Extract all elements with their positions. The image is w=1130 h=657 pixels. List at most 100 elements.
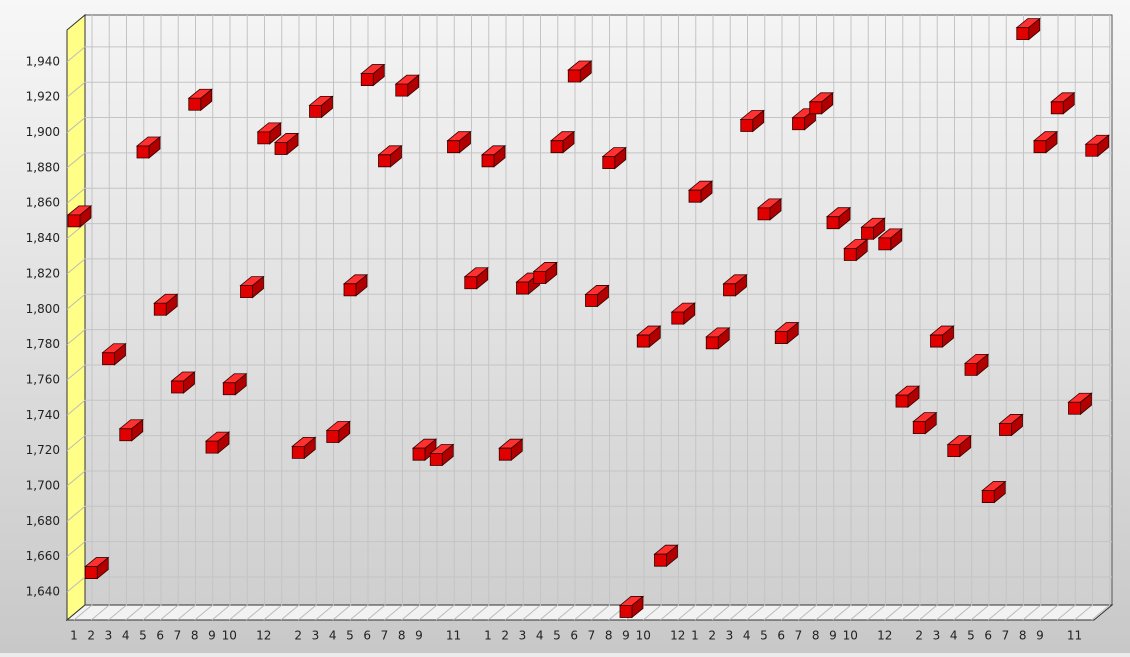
point-front [861, 226, 874, 240]
floor-line [246, 604, 265, 621]
x-tick-label: 8 [605, 629, 613, 643]
point-front [1016, 27, 1030, 41]
x-tick-label: 3 [105, 629, 113, 643]
point [963, 353, 990, 377]
floor-line [539, 604, 559, 621]
floor-line [884, 604, 904, 621]
y-tick-label: 1,780 [26, 337, 60, 351]
x-tick-label: 5 [967, 629, 975, 643]
floor-line [953, 604, 973, 621]
point-front [826, 216, 840, 230]
floor-line [987, 604, 1007, 621]
x-tick-label: 4 [743, 629, 751, 643]
point [256, 122, 282, 145]
y-tick-label: 1,640 [26, 584, 60, 598]
x-tick-label: 6 [570, 629, 578, 643]
point [1050, 91, 1076, 115]
x-tick-label: 12 [256, 629, 271, 643]
point-front [119, 428, 133, 442]
point [84, 556, 110, 580]
x-tick-label: 5 [760, 629, 768, 643]
grid-line [66, 576, 86, 593]
floor-line [660, 604, 679, 621]
point [273, 132, 300, 156]
back-wall [84, 14, 1113, 606]
x-tick-label: 3 [933, 629, 941, 643]
x-tick-label: 11 [1067, 629, 1082, 643]
y-tick-label: 1,720 [26, 443, 60, 457]
point-front [740, 119, 754, 132]
y-tick-label: 1,940 [26, 54, 60, 68]
point [153, 293, 179, 317]
point [325, 420, 351, 444]
floor-line [746, 604, 766, 621]
point [946, 434, 972, 458]
floor-line [763, 604, 783, 621]
point-front [222, 382, 236, 396]
point [170, 371, 196, 394]
floor-line [263, 604, 283, 621]
x-tick-label: 7 [1002, 629, 1010, 643]
point-front [567, 69, 581, 83]
point-front [705, 336, 719, 350]
point [429, 443, 455, 467]
floor-line [315, 604, 334, 621]
point-front [464, 276, 478, 290]
point [532, 261, 558, 285]
point-front [1085, 143, 1099, 157]
point-front [171, 380, 184, 394]
grid-line [66, 152, 86, 169]
floor-line [729, 604, 748, 621]
x-tick-label: 1 [484, 629, 492, 643]
point [498, 438, 524, 462]
point [360, 63, 386, 87]
point [446, 130, 472, 154]
point-front [67, 214, 81, 228]
y-tick-label: 1,740 [26, 408, 60, 422]
grid-line [66, 117, 86, 133]
x-tick-label: 3 [312, 629, 320, 643]
x-tick-label: 8 [1019, 629, 1027, 643]
point-front [688, 189, 702, 203]
y-tick-label: 1,840 [26, 231, 60, 245]
point [118, 418, 144, 442]
floor-line [90, 604, 110, 621]
point [291, 436, 317, 460]
floor-line [711, 604, 731, 621]
x-tick-label: 7 [795, 629, 803, 643]
point-front [274, 142, 288, 155]
point [308, 95, 334, 119]
x-tick-label: 4 [329, 629, 337, 643]
point [981, 480, 1007, 504]
x-tick-label: 7 [174, 629, 182, 643]
point [998, 413, 1024, 437]
x-tick-label: 8 [191, 629, 199, 643]
point-front [153, 302, 167, 316]
point-front [102, 352, 115, 366]
point [808, 91, 834, 115]
left-wall [66, 13, 86, 622]
y-tick-label: 1,660 [26, 549, 60, 563]
point [912, 411, 938, 435]
floor-line [194, 604, 214, 621]
x-tick-label: 10 [843, 629, 858, 643]
point [342, 273, 369, 297]
x-tick-label: 3 [519, 629, 527, 643]
floor-line [556, 604, 576, 621]
x-tick-label: 5 [346, 629, 354, 643]
x-tick-label: 4 [950, 629, 958, 643]
point-front [878, 237, 892, 251]
grid-line [66, 505, 86, 522]
grid-line [66, 435, 86, 452]
floor-line [1039, 604, 1059, 621]
x-tick-label: 2 [501, 629, 509, 643]
floor-line [1056, 604, 1076, 621]
x-tick-label: 2 [294, 629, 302, 643]
point [411, 438, 438, 462]
point [601, 146, 627, 170]
floor-line [591, 604, 610, 621]
point [843, 238, 869, 262]
x-tick-label: 5 [553, 629, 561, 643]
y-tick-label: 1,800 [26, 302, 60, 316]
point [66, 205, 93, 228]
